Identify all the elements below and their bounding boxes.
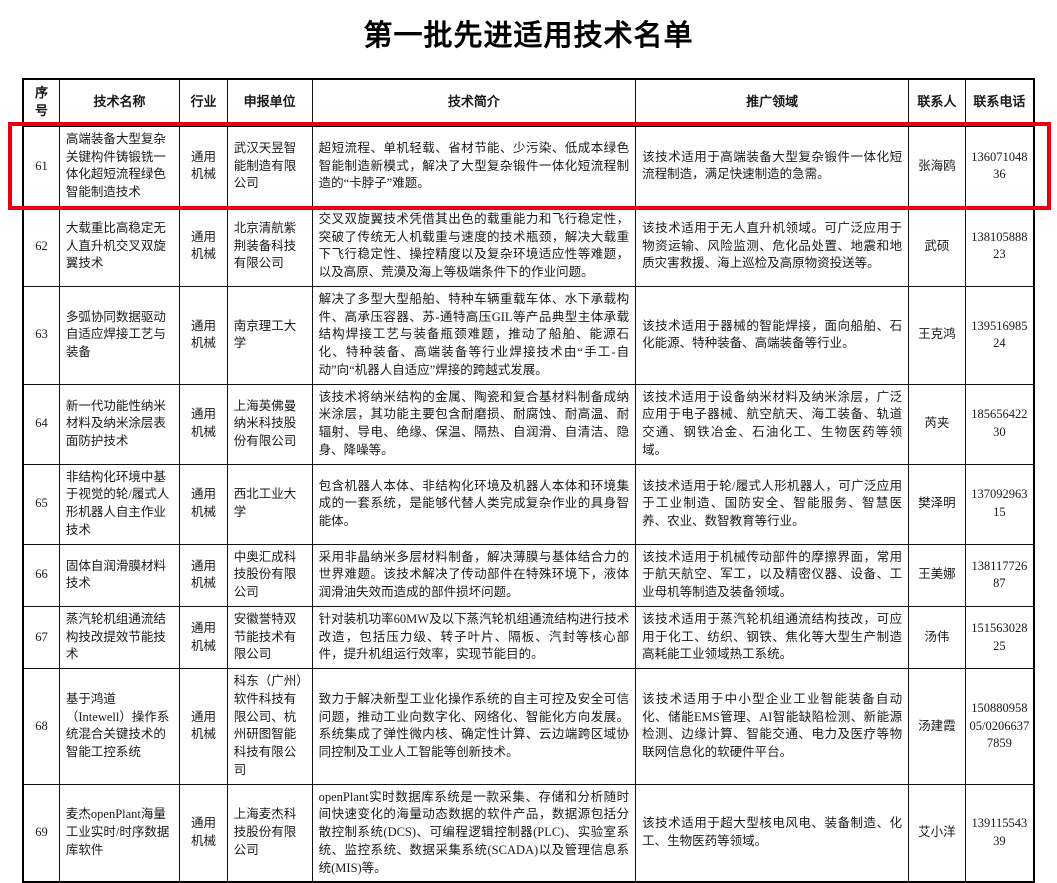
cell-contact-person: 王克鸿 [908,285,966,385]
cell-tech-name: 非结构化环境中基于视觉的轮/履式人形机器人自主作业技术 [58,463,181,545]
table-body: 61 高端装备大型复杂关键构件铸锻铣一体化超短流程绿色智能制造技术 通用机械 武… [22,125,1035,883]
cell-serial-number: 67 [22,605,60,670]
cell-applicant: 科东（广州）软件科技有限公司、杭州研图智能科技有限公司 [226,668,313,785]
cell-industry: 通用机械 [179,543,228,607]
cell-applicant: 安徽誉特双节能技术有限公司 [226,605,313,670]
cell-serial-number: 68 [22,668,60,785]
cell-industry: 通用机械 [179,125,228,207]
cell-serial-number: 61 [22,125,60,207]
cell-applicant: 中奥汇成科技股份有限公司 [226,543,313,607]
table-row: 61 高端装备大型复杂关键构件铸锻铣一体化超短流程绿色智能制造技术 通用机械 武… [22,125,1035,207]
cell-promotion-field: 该技术适用于无人直升机领域。可广泛应用于物资运输、风险监测、危化品处置、地震和地… [635,205,910,287]
cell-tech-brief: 超短流程、单机轻载、省材节能、少污染、低成本绿色智能制造新模式，解决了大型复杂锻… [311,125,637,207]
cell-promotion-field: 该技术适用于机械传动部件的摩擦界面，常用于航天航空、军工，以及精密仪器、设备、工… [635,543,910,607]
col-header-phone: 联系电话 [964,78,1035,127]
cell-tech-name: 高端装备大型复杂关键构件铸锻铣一体化超短流程绿色智能制造技术 [58,125,181,207]
cell-contact-person: 武硕 [908,205,966,287]
cell-industry: 通用机械 [179,383,228,465]
cell-tech-name: 多弧协同数据驱动自适应焊接工艺与装备 [58,285,181,385]
cell-industry: 通用机械 [179,205,228,287]
cell-serial-number: 62 [22,205,60,287]
cell-industry: 通用机械 [179,668,228,785]
col-header-contact: 联系人 [908,78,966,127]
cell-contact-phone: 15088095805/02066377859 [964,668,1035,785]
cell-contact-person: 芮夹 [908,383,966,465]
cell-tech-brief: 针对装机功率60MW及以下蒸汽轮机组通流结构进行技术改造，包括压力级、转子叶片、… [311,605,637,670]
cell-tech-name: 固体自润滑膜材料技术 [58,543,181,607]
table-row: 65 非结构化环境中基于视觉的轮/履式人形机器人自主作业技术 通用机械 西北工业… [22,463,1035,545]
cell-promotion-field: 该技术适用于超大型核电风电、装备制造、化工、生物医药等领域。 [635,783,910,883]
cell-contact-phone: 13911554339 [964,783,1035,883]
table-row: 66 固体自润滑膜材料技术 通用机械 中奥汇成科技股份有限公司 采用非晶纳米多层… [22,543,1035,607]
tech-list-table: 序号 技术名称 行业 申报单位 技术简介 推广领域 联系人 联系电话 61 高端… [22,78,1035,883]
cell-serial-number: 69 [22,783,60,883]
col-header-industry: 行业 [179,78,228,127]
col-header-tech-name: 技术名称 [58,78,181,127]
cell-promotion-field: 该技术适用于器械的智能焊接，面向船舶、石化能源、特种装备、高端装备等行业。 [635,285,910,385]
cell-industry: 通用机械 [179,605,228,670]
table-container: 序号 技术名称 行业 申报单位 技术简介 推广领域 联系人 联系电话 61 高端… [8,78,1051,883]
cell-contact-phone: 13810588823 [964,205,1035,287]
cell-contact-phone: 13607104836 [964,125,1035,207]
cell-tech-brief: 包含机器人本体、非结构化环境及机器人本体和环境集成的一套系统，是能够代替人类完成… [311,463,637,545]
cell-contact-person: 樊泽明 [908,463,966,545]
cell-tech-brief: 采用非晶纳米多层材料制备，解决薄膜与基体结合力的世界难题。该技术解决了传动部件在… [311,543,637,607]
cell-applicant: 西北工业大学 [226,463,313,545]
table-row: 62 大载重比高稳定无人直升机交叉双旋翼技术 通用机械 北京清航紫荆装备科技有限… [22,205,1035,287]
cell-applicant: 上海麦杰科技股份有限公司 [226,783,313,883]
cell-industry: 通用机械 [179,783,228,883]
col-header-field: 推广领域 [635,78,910,127]
cell-contact-person: 汤建霞 [908,668,966,785]
cell-promotion-field: 该技术适用于高端装备大型复杂锻件一体化短流程制造，满足快速制造的急需。 [635,125,910,207]
cell-contact-person: 王美娜 [908,543,966,607]
col-header-applicant: 申报单位 [226,78,313,127]
cell-tech-name: 蒸汽轮机组通流结构技改提效节能技术 [58,605,181,670]
cell-tech-brief: 交叉双旋翼技术凭借其出色的载重能力和飞行稳定性，突破了传统无人机载重与速度的技术… [311,205,637,287]
cell-contact-person: 艾小洋 [908,783,966,883]
cell-applicant: 上海英佛曼纳米科技股份有限公司 [226,383,313,465]
cell-contact-phone: 13951698524 [964,285,1035,385]
cell-promotion-field: 该技术适用于轮/履式人形机器人，可广泛应用于工业制造、国防安全、智能服务、智慧医… [635,463,910,545]
cell-tech-brief: 该技术将纳米结构的金属、陶瓷和复合基材料制备成纳米涂层，其功能主要包含耐磨损、耐… [311,383,637,465]
cell-contact-phone: 15156302825 [964,605,1035,670]
cell-contact-phone: 13811772687 [964,543,1035,607]
cell-tech-brief: 致力于解决新型工业化操作系统的自主可控及安全可信问题，推动工业向数字化、网络化、… [311,668,637,785]
cell-tech-name: 大载重比高稳定无人直升机交叉双旋翼技术 [58,205,181,287]
page-title: 第一批先进适用技术名单 [363,20,694,52]
cell-serial-number: 64 [22,383,60,465]
cell-promotion-field: 该技术适用于中小型企业工业智能装备自动化、储能EMS管理、AI智能缺陷检测、新能… [635,668,910,785]
cell-contact-person: 张海鸥 [908,125,966,207]
table-header: 序号 技术名称 行业 申报单位 技术简介 推广领域 联系人 联系电话 [22,78,1035,127]
cell-promotion-field: 该技术适用于设备纳米材料及纳米涂层，广泛应用于电子器械、航空航天、海工装备、轨道… [635,383,910,465]
cell-promotion-field: 该技术适用于蒸汽轮机组通流结构技改，可应用于化工、纺织、钢铁、焦化等大型生产制造… [635,605,910,670]
col-header-brief: 技术简介 [311,78,637,127]
table-row: 68 基于鸿道（Intewell）操作系统混合关键技术的智能工控系统 通用机械 … [22,668,1035,785]
cell-tech-name: 新一代功能性纳米材料及纳米涂层表面防护技术 [58,383,181,465]
cell-industry: 通用机械 [179,463,228,545]
table-row: 69 麦杰openPlant海量工业实时/时序数据库软件 通用机械 上海麦杰科技… [22,783,1035,883]
cell-serial-number: 65 [22,463,60,545]
cell-tech-brief: openPlant实时数据库系统是一款采集、存储和分析随时间快速变化的海量动态数… [311,783,637,883]
cell-applicant: 北京清航紫荆装备科技有限公司 [226,205,313,287]
table-row: 63 多弧协同数据驱动自适应焊接工艺与装备 通用机械 南京理工大学 解决了多型大… [22,285,1035,385]
cell-contact-phone: 18565642230 [964,383,1035,465]
cell-tech-name: 麦杰openPlant海量工业实时/时序数据库软件 [58,783,181,883]
cell-industry: 通用机械 [179,285,228,385]
document-page: 第一批先进适用技术名单 序号 技术名称 行业 申报单位 技术简介 推广领域 联系… [8,20,1051,883]
cell-serial-number: 66 [22,543,60,607]
cell-applicant: 南京理工大学 [226,285,313,385]
cell-serial-number: 63 [22,285,60,385]
cell-contact-person: 汤伟 [908,605,966,670]
cell-applicant: 武汉天昱智能制造有限公司 [226,125,313,207]
table-row: 67 蒸汽轮机组通流结构技改提效节能技术 通用机械 安徽誉特双节能技术有限公司 … [22,605,1035,670]
header-row: 序号 技术名称 行业 申报单位 技术简介 推广领域 联系人 联系电话 [22,78,1035,127]
table-row: 64 新一代功能性纳米材料及纳米涂层表面防护技术 通用机械 上海英佛曼纳米科技股… [22,383,1035,465]
cell-tech-brief: 解决了多型大型船舶、特种车辆重载车体、水下承载构件、高承压容器、苏-通特高压GI… [311,285,637,385]
cell-tech-name: 基于鸿道（Intewell）操作系统混合关键技术的智能工控系统 [58,668,181,785]
cell-contact-phone: 13709296315 [964,463,1035,545]
col-header-serial: 序号 [22,78,60,127]
